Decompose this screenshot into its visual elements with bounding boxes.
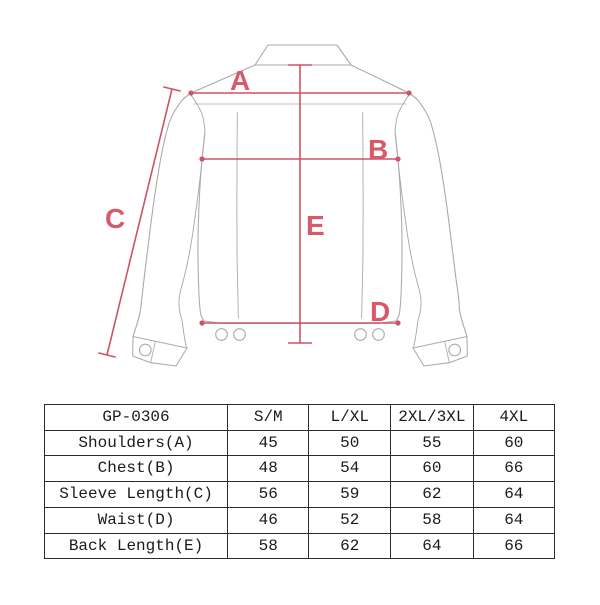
svg-text:A: A: [230, 65, 250, 96]
svg-text:E: E: [306, 210, 325, 241]
svg-text:D: D: [370, 296, 390, 327]
svg-text:C: C: [105, 203, 125, 234]
svg-text:B: B: [368, 134, 388, 165]
